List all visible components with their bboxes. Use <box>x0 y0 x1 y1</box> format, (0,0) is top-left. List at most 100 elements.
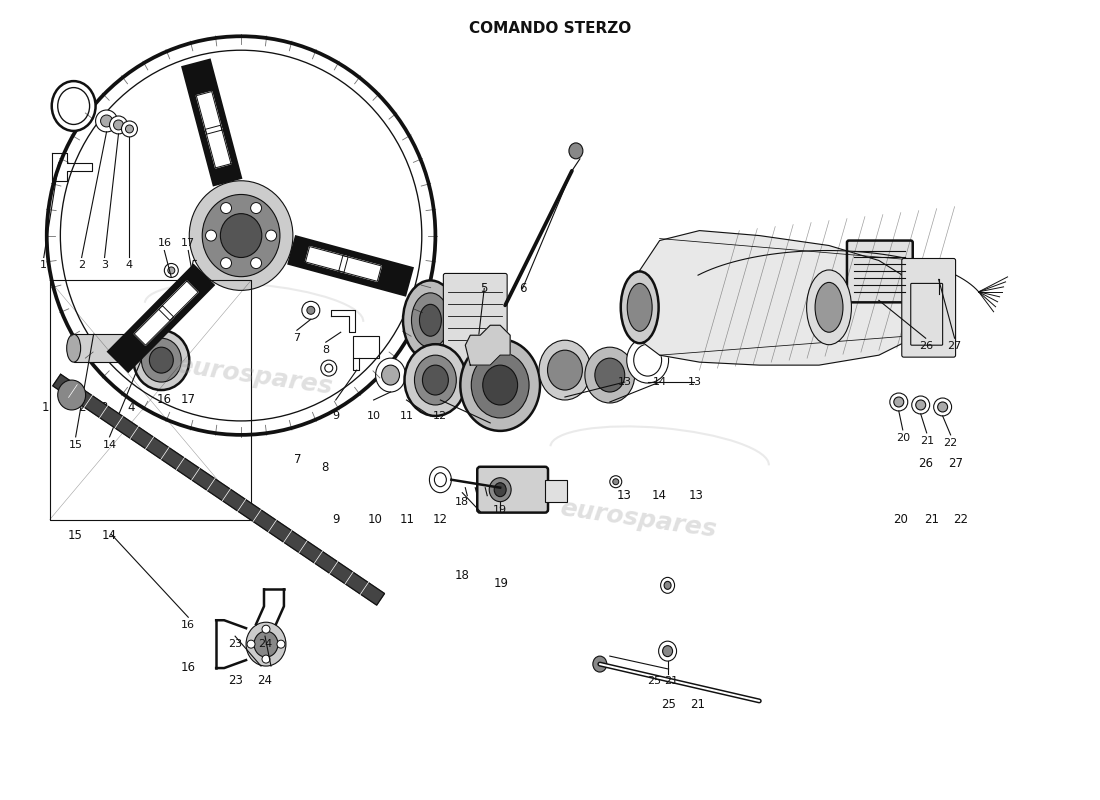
Ellipse shape <box>569 143 583 159</box>
Ellipse shape <box>664 582 671 590</box>
Ellipse shape <box>539 340 591 400</box>
Circle shape <box>96 110 118 132</box>
Ellipse shape <box>806 270 851 345</box>
Text: 17: 17 <box>182 238 196 247</box>
Text: 26: 26 <box>918 458 934 470</box>
Text: 17: 17 <box>180 394 196 406</box>
Text: 13: 13 <box>617 489 632 502</box>
Ellipse shape <box>375 358 406 392</box>
Circle shape <box>251 258 262 269</box>
Ellipse shape <box>815 282 843 332</box>
Polygon shape <box>206 126 231 168</box>
Text: 16: 16 <box>157 238 172 247</box>
Circle shape <box>262 626 270 633</box>
Text: 23: 23 <box>228 674 243 687</box>
Circle shape <box>100 115 112 127</box>
Text: 8: 8 <box>322 345 329 355</box>
Circle shape <box>613 478 619 485</box>
Text: 13: 13 <box>618 377 631 387</box>
Circle shape <box>321 360 337 376</box>
Ellipse shape <box>661 578 674 594</box>
Text: 4: 4 <box>128 402 135 414</box>
Ellipse shape <box>52 81 96 131</box>
Text: 3: 3 <box>101 261 108 270</box>
Circle shape <box>266 230 276 241</box>
Bar <box>74 334 143 362</box>
FancyBboxPatch shape <box>443 274 507 367</box>
Text: 14: 14 <box>652 377 667 387</box>
Circle shape <box>277 640 285 648</box>
Text: eurospares: eurospares <box>558 497 717 542</box>
Text: 26: 26 <box>918 341 933 351</box>
Text: 1: 1 <box>42 402 50 414</box>
Ellipse shape <box>415 355 456 405</box>
Text: 6: 6 <box>519 282 526 295</box>
Text: 11: 11 <box>399 411 414 421</box>
Ellipse shape <box>585 347 635 403</box>
Ellipse shape <box>142 338 182 382</box>
Text: eurospares: eurospares <box>174 353 334 399</box>
Text: 19: 19 <box>493 505 507 514</box>
Circle shape <box>110 116 128 134</box>
Polygon shape <box>53 374 385 605</box>
Text: 25: 25 <box>661 698 675 711</box>
Text: 15: 15 <box>68 529 82 542</box>
Text: 21: 21 <box>920 436 934 446</box>
Text: 1: 1 <box>41 261 47 270</box>
Ellipse shape <box>620 271 659 343</box>
Text: 24: 24 <box>257 639 272 649</box>
Circle shape <box>248 640 255 648</box>
Ellipse shape <box>220 214 262 258</box>
Ellipse shape <box>67 334 80 362</box>
Text: 7: 7 <box>294 454 301 466</box>
Text: 4: 4 <box>125 261 133 270</box>
Ellipse shape <box>593 656 607 672</box>
Text: 22: 22 <box>944 438 958 448</box>
Text: 10: 10 <box>366 411 381 421</box>
Text: 13: 13 <box>688 377 702 387</box>
Ellipse shape <box>483 365 518 405</box>
Text: 25: 25 <box>648 676 662 686</box>
Circle shape <box>307 306 315 314</box>
Polygon shape <box>306 246 348 272</box>
Ellipse shape <box>202 194 279 277</box>
Text: 9: 9 <box>332 513 340 526</box>
Polygon shape <box>629 230 928 365</box>
Ellipse shape <box>403 281 458 360</box>
Ellipse shape <box>627 338 669 383</box>
Polygon shape <box>465 326 510 365</box>
Text: 24: 24 <box>257 674 273 687</box>
Ellipse shape <box>419 304 441 336</box>
Text: 9: 9 <box>332 411 339 421</box>
Polygon shape <box>158 281 198 321</box>
Text: 11: 11 <box>400 513 415 526</box>
Text: 20: 20 <box>893 513 909 526</box>
Circle shape <box>931 262 947 278</box>
Ellipse shape <box>133 330 189 390</box>
Ellipse shape <box>595 358 625 392</box>
Ellipse shape <box>627 283 652 331</box>
Circle shape <box>937 402 947 412</box>
Circle shape <box>113 120 123 130</box>
Text: 27: 27 <box>947 341 961 351</box>
Text: 12: 12 <box>433 411 448 421</box>
Ellipse shape <box>136 334 151 362</box>
Text: 14: 14 <box>102 529 117 542</box>
Circle shape <box>121 121 138 137</box>
Circle shape <box>609 476 622 488</box>
Polygon shape <box>196 91 222 134</box>
Text: 21: 21 <box>664 676 679 686</box>
Text: 12: 12 <box>433 513 448 526</box>
Ellipse shape <box>150 347 174 373</box>
FancyBboxPatch shape <box>847 241 913 302</box>
Text: 13: 13 <box>689 489 703 502</box>
Ellipse shape <box>422 365 449 395</box>
Bar <box>544 480 566 502</box>
Text: 14: 14 <box>102 440 117 450</box>
Ellipse shape <box>490 478 512 502</box>
Text: 19: 19 <box>493 577 508 590</box>
Text: 23: 23 <box>228 639 242 649</box>
Circle shape <box>890 393 908 411</box>
Ellipse shape <box>494 482 506 497</box>
Ellipse shape <box>405 344 466 416</box>
